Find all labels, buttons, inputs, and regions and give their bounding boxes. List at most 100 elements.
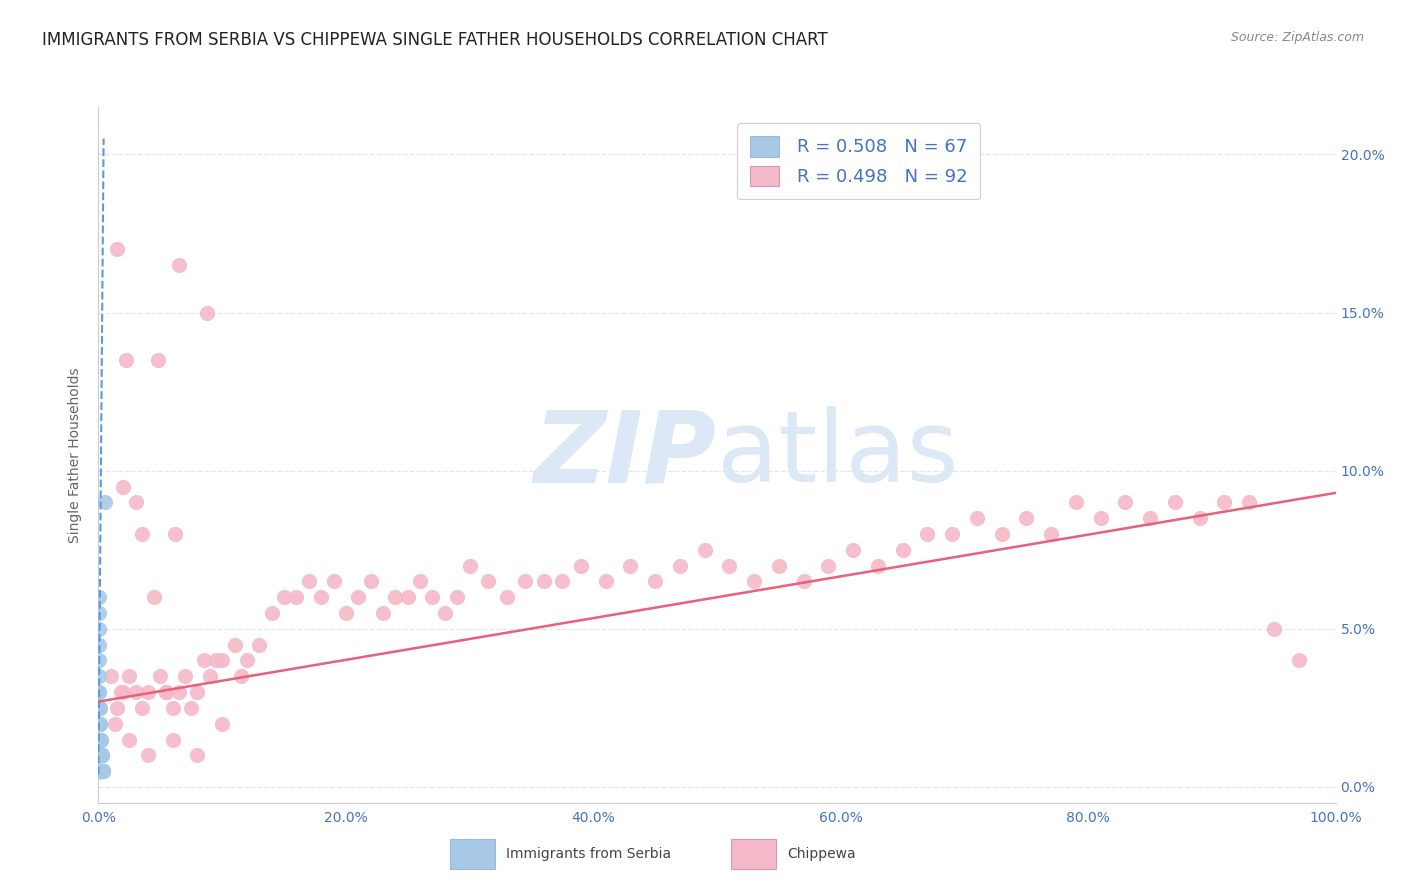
Point [90, 764, 112, 779]
Point [105, 243, 128, 257]
Point [768, 558, 790, 573]
Point [89, 764, 111, 779]
Point [360, 574, 382, 589]
Point [89, 701, 111, 715]
Point [89, 764, 111, 779]
Point [162, 701, 184, 715]
Point [89, 716, 111, 731]
Point [180, 701, 202, 715]
Point [1139, 511, 1161, 525]
Point [990, 527, 1012, 541]
Point [409, 574, 432, 589]
Point [87, 764, 110, 779]
Point [229, 669, 252, 683]
Point [477, 574, 499, 589]
Point [260, 606, 283, 620]
Point [124, 495, 146, 509]
Point [422, 591, 444, 605]
Text: ZIP: ZIP [534, 407, 717, 503]
Point [87, 748, 110, 763]
Point [89, 748, 111, 763]
Point [91, 764, 114, 779]
Point [371, 606, 394, 620]
Text: Source: ZipAtlas.com: Source: ZipAtlas.com [1230, 31, 1364, 45]
Point [105, 701, 128, 715]
Point [186, 748, 208, 763]
Point [89, 701, 111, 715]
Point [112, 685, 135, 699]
Point [211, 716, 233, 731]
Point [165, 527, 187, 541]
Text: atlas: atlas [717, 407, 959, 503]
Point [446, 591, 468, 605]
Point [1213, 495, 1236, 509]
Point [90, 732, 112, 747]
Point [1040, 527, 1063, 541]
Point [1090, 511, 1112, 525]
Point [110, 685, 132, 699]
Point [87, 716, 110, 731]
Point [89, 716, 111, 731]
Point [236, 653, 259, 667]
Point [87, 764, 110, 779]
Text: IMMIGRANTS FROM SERBIA VS CHIPPEWA SINGLE FATHER HOUSEHOLDS CORRELATION CHART: IMMIGRANTS FROM SERBIA VS CHIPPEWA SINGL… [42, 31, 828, 49]
Point [136, 748, 159, 763]
Point [309, 591, 332, 605]
Point [205, 653, 228, 667]
Point [112, 479, 135, 493]
Point [941, 527, 963, 541]
Point [515, 574, 537, 589]
Point [619, 558, 641, 573]
Point [1288, 653, 1310, 667]
Point [533, 574, 555, 589]
Point [458, 558, 481, 573]
Point [93, 495, 115, 509]
Point [118, 669, 141, 683]
Point [89, 748, 111, 763]
Point [322, 574, 344, 589]
Point [669, 558, 692, 573]
Point [384, 591, 406, 605]
Point [89, 764, 111, 779]
Point [90, 748, 112, 763]
Point [87, 716, 110, 731]
Point [90, 764, 112, 779]
Point [87, 764, 110, 779]
Point [193, 653, 215, 667]
Point [89, 732, 111, 747]
Point [966, 511, 988, 525]
Point [131, 527, 153, 541]
Point [146, 353, 169, 368]
Point [167, 685, 190, 699]
Point [89, 764, 111, 779]
Point [87, 764, 110, 779]
Point [87, 622, 110, 636]
Point [90, 764, 112, 779]
Point [100, 669, 122, 683]
Point [87, 716, 110, 731]
Point [842, 542, 865, 557]
Point [167, 258, 190, 272]
Point [551, 574, 574, 589]
Point [866, 558, 889, 573]
Point [495, 591, 517, 605]
Point [89, 764, 111, 779]
Point [87, 685, 110, 699]
Point [149, 669, 172, 683]
Point [198, 669, 221, 683]
Point [693, 542, 716, 557]
Point [917, 527, 939, 541]
Point [347, 591, 370, 605]
Point [186, 685, 208, 699]
Point [91, 748, 114, 763]
Point [224, 638, 246, 652]
FancyBboxPatch shape [731, 839, 776, 869]
Point [433, 606, 456, 620]
Point [89, 716, 111, 731]
Point [155, 685, 177, 699]
Point [89, 716, 111, 731]
Point [195, 305, 218, 319]
Point [1188, 511, 1211, 525]
Point [817, 558, 839, 573]
FancyBboxPatch shape [450, 839, 495, 869]
